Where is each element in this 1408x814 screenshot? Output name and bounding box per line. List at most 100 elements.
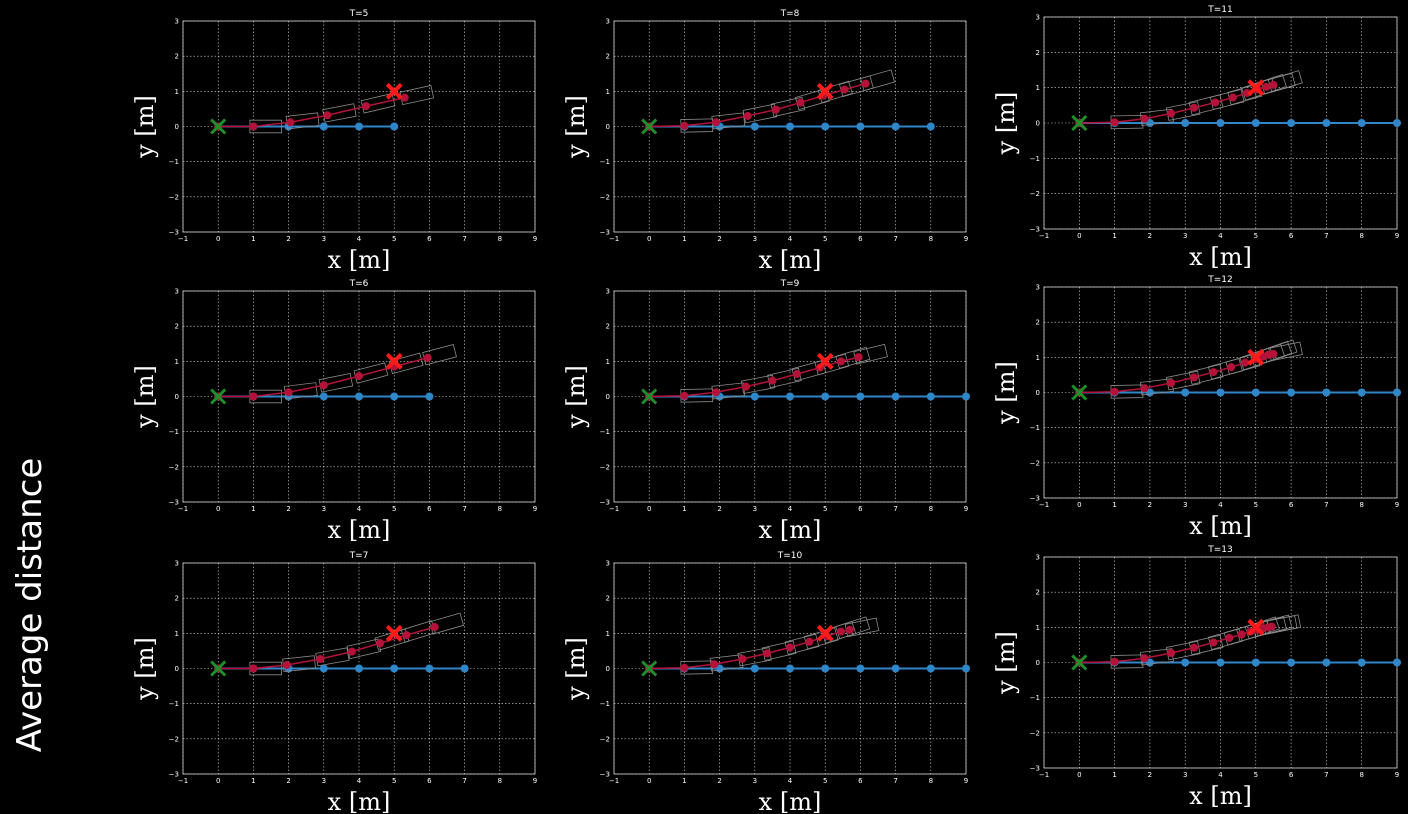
x-tick-label: 6 xyxy=(427,777,432,785)
trajectory-point xyxy=(743,111,752,120)
y-tick-label: 2 xyxy=(1036,589,1040,597)
x-tick-label: 6 xyxy=(1289,232,1294,240)
reference-point xyxy=(390,664,399,673)
y-axis-label: y [m] xyxy=(131,637,159,701)
x-axis-label: x [m] xyxy=(759,246,822,274)
y-tick-label: 0 xyxy=(606,123,610,131)
trajectory-point xyxy=(355,372,363,381)
y-tick-label: −2 xyxy=(169,193,179,201)
y-tick-label: 1 xyxy=(175,630,179,638)
x-tick-label: 6 xyxy=(1289,771,1294,779)
reference-point xyxy=(1216,658,1225,667)
trajectory-point xyxy=(1228,93,1237,102)
y-tick-label: 3 xyxy=(606,560,610,568)
y-tick-label: 3 xyxy=(1036,284,1040,292)
reference-point xyxy=(1216,119,1225,127)
x-axis-label: x [m] xyxy=(759,788,822,814)
y-tick-label: −1 xyxy=(600,428,610,436)
y-tick-label: 0 xyxy=(1036,659,1040,667)
reference-point xyxy=(319,392,328,401)
panel-title: T=8 xyxy=(780,9,800,19)
x-tick-label: 9 xyxy=(533,505,537,513)
trajectory-point xyxy=(861,79,870,88)
x-tick-label: 9 xyxy=(964,235,968,243)
trajectory-point xyxy=(1269,349,1278,358)
panel-title: T=12 xyxy=(1207,275,1233,285)
trajectory-point xyxy=(768,376,777,385)
x-tick-label: 6 xyxy=(858,777,863,785)
x-axis-label: x [m] xyxy=(759,516,822,544)
footprint-box xyxy=(860,69,895,92)
reference-point xyxy=(1322,119,1331,127)
trajectory-point xyxy=(1110,387,1119,396)
start-marker xyxy=(210,388,227,405)
reference-point xyxy=(1287,119,1296,127)
trajectory-point xyxy=(1167,649,1176,658)
x-tick-label: −1 xyxy=(609,235,619,243)
reference-point xyxy=(1322,658,1331,667)
x-tick-label: 0 xyxy=(647,235,651,243)
reference-point xyxy=(1181,658,1190,667)
y-tick-label: −1 xyxy=(169,700,179,708)
trajectory-point xyxy=(249,392,258,401)
y-tick-label: 3 xyxy=(175,560,179,568)
trajectory-point xyxy=(1209,368,1218,377)
reference-point xyxy=(460,664,469,673)
footprint-box xyxy=(1165,370,1201,391)
trajectory-point xyxy=(1190,643,1199,652)
trajectory-point xyxy=(680,121,689,130)
trajectory-point xyxy=(1241,358,1250,367)
trajectory-point xyxy=(1262,82,1271,91)
footprint-box xyxy=(853,343,888,365)
footprint-box xyxy=(249,389,282,404)
x-tick-label: 3 xyxy=(1183,771,1187,779)
reference-point xyxy=(319,664,328,673)
x-tick-label: −1 xyxy=(609,777,619,785)
footprint-box xyxy=(835,346,871,369)
reference-point xyxy=(1287,658,1296,667)
x-tick-label: 7 xyxy=(462,505,466,513)
y-tick-label: −2 xyxy=(600,735,610,743)
y-tick-label: −2 xyxy=(1030,729,1040,737)
reference-point xyxy=(891,122,900,131)
x-tick-label: 2 xyxy=(717,235,721,243)
target-marker xyxy=(385,352,403,370)
x-tick-label: 6 xyxy=(858,505,863,513)
y-tick-label: 0 xyxy=(175,393,179,401)
footprint-box xyxy=(322,103,357,123)
trajectory-point xyxy=(1242,88,1251,97)
y-tick-label: 1 xyxy=(606,88,610,96)
y-axis-label: y [m] xyxy=(131,365,159,429)
footprint-box xyxy=(249,661,282,676)
trajectory-point xyxy=(1110,118,1119,127)
y-tick-label: −3 xyxy=(169,771,179,779)
x-axis-label: x [m] xyxy=(328,788,391,814)
footprint-box xyxy=(709,654,744,672)
x-tick-label: 8 xyxy=(1359,232,1363,240)
trajectory-point xyxy=(712,118,721,127)
y-axis-label: y [m] xyxy=(562,365,590,429)
target-marker xyxy=(1247,348,1265,366)
x-tick-label: 9 xyxy=(533,235,537,243)
footprint-box xyxy=(1188,634,1224,656)
x-axis-label: x [m] xyxy=(1189,243,1252,271)
footprint-box xyxy=(285,112,320,130)
x-tick-label: −1 xyxy=(178,777,188,785)
x-tick-label: 6 xyxy=(427,235,432,243)
x-tick-label: 7 xyxy=(462,235,466,243)
panel-title: T=5 xyxy=(349,9,369,19)
reference-point xyxy=(355,392,363,401)
reference-point xyxy=(891,392,900,401)
x-tick-label: 9 xyxy=(1395,501,1399,509)
footprint-box xyxy=(400,620,436,643)
reference-point xyxy=(962,664,970,673)
x-tick-label: 4 xyxy=(788,505,793,513)
y-tick-label: 2 xyxy=(606,323,610,331)
trajectory-point xyxy=(376,639,385,648)
trajectory-point xyxy=(793,369,802,378)
x-tick-label: 5 xyxy=(823,235,827,243)
x-tick-label: 3 xyxy=(322,777,326,785)
reference-point xyxy=(1181,119,1190,127)
y-tick-label: 1 xyxy=(1036,84,1040,92)
x-tick-label: 4 xyxy=(788,777,793,785)
